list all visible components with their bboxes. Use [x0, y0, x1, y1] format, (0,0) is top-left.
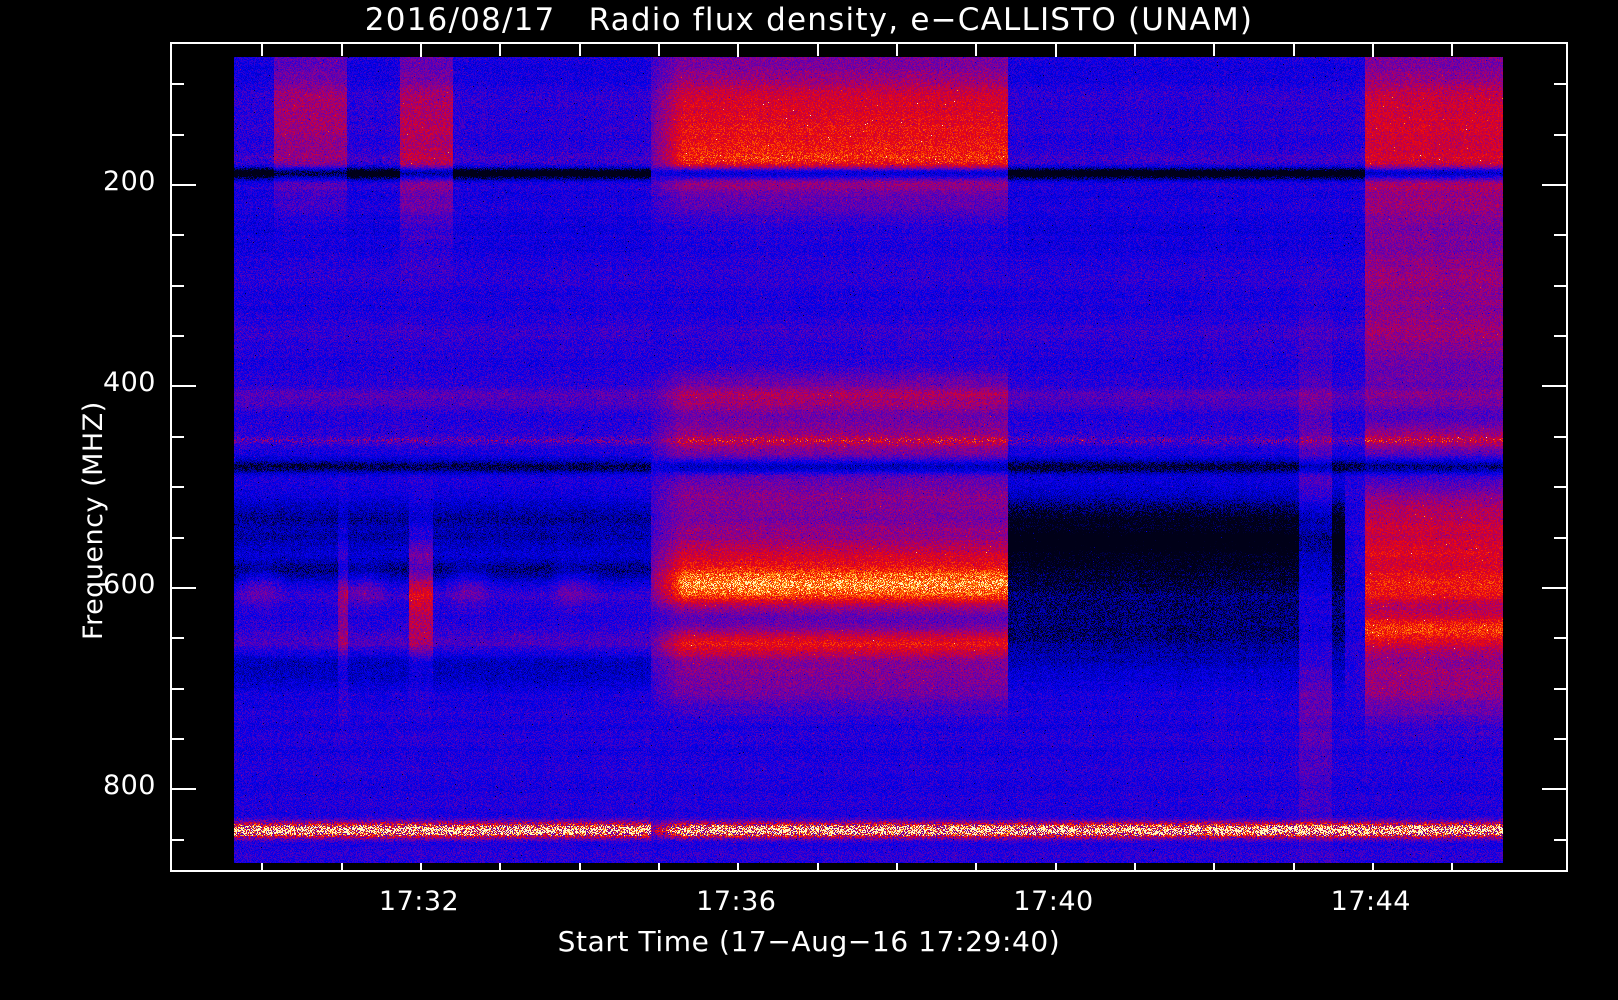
- y-tick-label: 400: [102, 367, 156, 399]
- y-major-tick: [1542, 183, 1566, 186]
- y-minor-tick: [172, 838, 184, 841]
- x-minor-tick: [1133, 858, 1136, 870]
- y-minor-tick: [172, 536, 184, 539]
- x-major-tick: [1371, 44, 1374, 68]
- x-major-tick: [1054, 44, 1057, 68]
- x-minor-tick: [499, 858, 502, 870]
- y-minor-tick: [1554, 738, 1566, 741]
- x-axis-title: Start Time (17−Aug−16 17:29:40): [557, 925, 1061, 958]
- x-minor-tick: [1451, 44, 1454, 56]
- y-minor-tick: [1554, 687, 1566, 690]
- y-major-tick: [172, 586, 196, 589]
- page-title: 2016/08/17 Radio flux density, e−CALLIST…: [364, 2, 1254, 38]
- x-tick-label: 17:44: [1330, 886, 1411, 917]
- x-tick-label: 17:32: [378, 886, 460, 917]
- spectrogram-image: [234, 57, 1503, 863]
- x-minor-tick: [1213, 44, 1216, 56]
- x-minor-tick: [340, 858, 343, 870]
- y-minor-tick: [172, 284, 184, 287]
- x-minor-tick: [1133, 44, 1136, 56]
- y-minor-tick: [1554, 838, 1566, 841]
- y-tick-label: 200: [102, 165, 156, 197]
- x-tick-label: 17:36: [696, 886, 777, 917]
- y-minor-tick: [172, 637, 184, 640]
- x-minor-tick: [658, 44, 660, 56]
- x-major-tick: [737, 44, 740, 68]
- x-minor-tick: [816, 858, 819, 870]
- y-minor-tick: [172, 435, 184, 438]
- x-minor-tick: [975, 44, 978, 56]
- y-minor-tick: [172, 83, 184, 86]
- x-major-tick: [420, 44, 423, 68]
- x-minor-tick: [340, 44, 343, 56]
- y-minor-tick: [1554, 486, 1566, 489]
- x-minor-tick: [895, 44, 898, 56]
- x-minor-tick: [261, 44, 264, 56]
- y-minor-tick: [172, 234, 184, 237]
- x-minor-tick: [895, 858, 898, 870]
- y-minor-tick: [172, 486, 184, 489]
- y-major-tick: [172, 183, 196, 186]
- x-minor-tick: [578, 858, 581, 870]
- x-minor-tick: [658, 858, 660, 870]
- x-minor-tick: [1213, 858, 1216, 870]
- y-tick-label: 600: [102, 568, 156, 600]
- x-minor-tick: [975, 858, 978, 870]
- x-minor-tick: [261, 858, 264, 870]
- y-minor-tick: [172, 133, 184, 136]
- y-minor-tick: [172, 738, 184, 741]
- y-minor-tick: [1554, 284, 1566, 287]
- x-minor-tick: [1451, 858, 1454, 870]
- y-minor-tick: [1554, 133, 1566, 136]
- x-minor-tick: [499, 44, 502, 56]
- y-minor-tick: [1554, 83, 1566, 86]
- x-tick-label: 17:40: [1013, 886, 1094, 917]
- y-major-tick: [1542, 586, 1566, 589]
- y-minor-tick: [1554, 435, 1566, 438]
- x-minor-tick: [1292, 44, 1295, 56]
- y-major-tick: [172, 385, 196, 388]
- x-minor-tick: [816, 44, 819, 56]
- spectrogram-canvas: [234, 57, 1503, 863]
- y-major-tick: [1542, 788, 1566, 791]
- y-minor-tick: [1554, 536, 1566, 539]
- x-minor-tick: [1292, 858, 1295, 870]
- x-minor-tick: [578, 44, 581, 56]
- y-major-tick: [1542, 385, 1566, 388]
- y-tick-label: 800: [102, 770, 156, 802]
- y-axis-title: Frequency (MHZ): [78, 401, 109, 640]
- y-minor-tick: [1554, 637, 1566, 640]
- y-major-tick: [172, 788, 196, 791]
- y-minor-tick: [1554, 335, 1566, 338]
- y-minor-tick: [172, 687, 184, 690]
- y-minor-tick: [172, 335, 184, 338]
- y-minor-tick: [1554, 234, 1566, 237]
